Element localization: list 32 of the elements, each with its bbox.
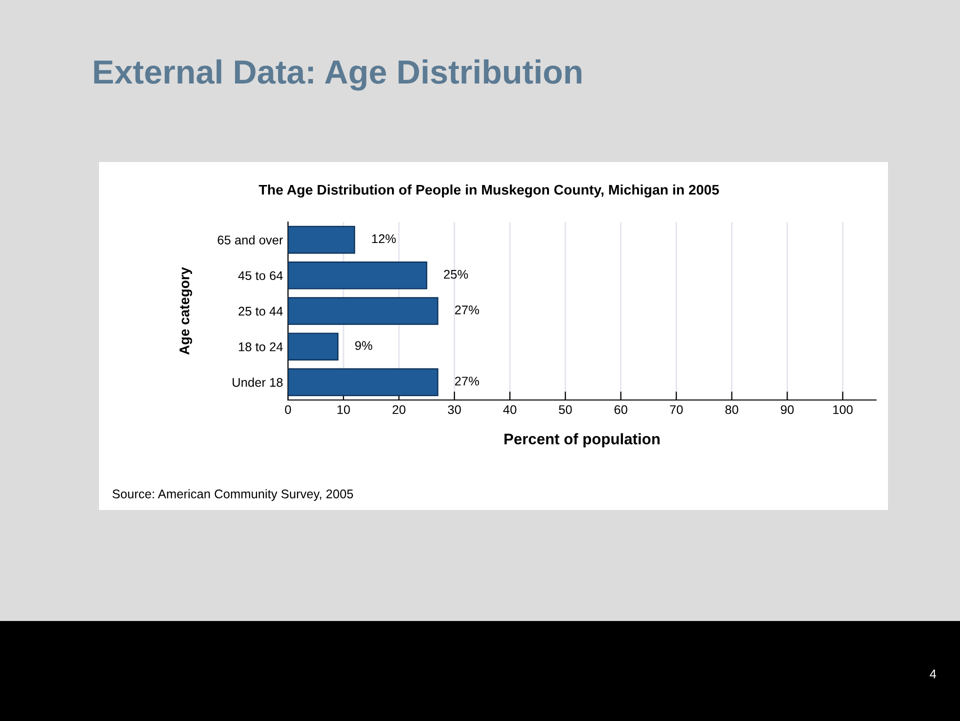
source-note: Source: American Community Survey, 2005 — [112, 489, 354, 501]
y-tick-label: 18 to 24 — [238, 342, 283, 352]
chart-title: External Data: Age Distribution — [94, 59, 582, 91]
x-tick-label: 60 — [614, 405, 628, 414]
bar — [288, 261, 428, 290]
x-tick-label: 100 — [833, 405, 853, 414]
x-tick-label: 90 — [780, 405, 794, 414]
text: 4 — [930, 670, 936, 678]
bar — [288, 297, 438, 325]
x-tick-label: 10 — [337, 405, 350, 414]
y-tick-label: Under 18 — [232, 378, 283, 387]
y-axis-title: Age category — [180, 267, 192, 355]
x-tick-label: 70 — [670, 405, 683, 414]
x-tick-label: 40 — [503, 405, 516, 414]
x-axis-title: Percent of population — [504, 433, 660, 448]
x-tick-label: 30 — [448, 405, 461, 414]
data-label: 12% — [372, 234, 396, 244]
data-label: 25% — [444, 270, 468, 279]
y-tick-label: 45 to 64 — [238, 271, 283, 280]
data-label: 9% — [355, 341, 372, 350]
x-tick-label: 0 — [285, 405, 291, 414]
x-tick-label: 80 — [725, 405, 738, 414]
chart-subtitle: The Age Distribution of People in Muskegon County, Michigan in 2005 — [258, 184, 719, 198]
x-tick-label: 20 — [392, 405, 406, 414]
data-label: 27% — [455, 306, 480, 314]
bar — [288, 368, 438, 396]
y-tick-label: 25 to 44 — [238, 306, 283, 316]
bar — [288, 332, 338, 361]
x-tick-label: 50 — [558, 405, 572, 414]
y-tick-label: 65 and over — [218, 235, 283, 244]
data-label: 27% — [455, 376, 480, 386]
bar — [288, 226, 356, 254]
